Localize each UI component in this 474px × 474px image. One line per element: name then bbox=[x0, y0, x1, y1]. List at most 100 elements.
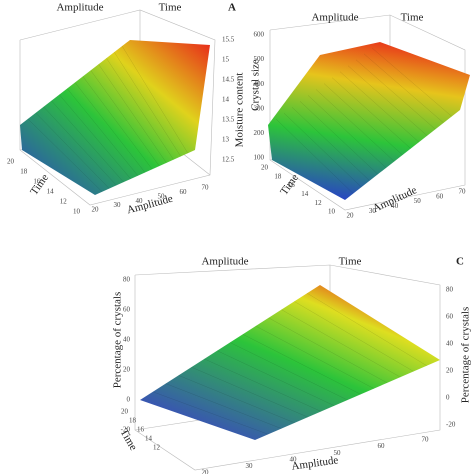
axis-label: Time bbox=[401, 12, 424, 24]
surface bbox=[268, 42, 470, 200]
mesh-line bbox=[191, 366, 308, 418]
tick-label: 15.5 bbox=[222, 36, 235, 44]
mesh-line bbox=[294, 301, 414, 372]
mesh-line bbox=[204, 358, 322, 412]
mesh-line bbox=[152, 391, 269, 435]
tick-label: 12 bbox=[315, 199, 323, 207]
mesh-line bbox=[268, 317, 388, 384]
tick-label: 14 bbox=[222, 96, 230, 104]
mesh-line bbox=[347, 65, 428, 136]
mesh-line bbox=[165, 383, 282, 429]
axis-label: Amplitude bbox=[201, 256, 248, 268]
axis-label: Moisture content bbox=[234, 73, 246, 148]
mesh-line bbox=[275, 118, 354, 194]
mesh-line bbox=[121, 45, 189, 154]
mesh-line bbox=[217, 350, 335, 406]
tick-label: 15 bbox=[222, 56, 230, 64]
tick-label: 14.5 bbox=[222, 76, 235, 84]
tick-label: 0 bbox=[446, 394, 450, 402]
mesh-line bbox=[363, 53, 444, 124]
panel-letter: C bbox=[456, 256, 464, 268]
axis-label: Time bbox=[159, 2, 182, 14]
panel-c: Amplitude Time C Percentage of crystals … bbox=[112, 256, 472, 473]
axis-label: Amplitude bbox=[126, 193, 175, 217]
tick-label: 12 bbox=[153, 444, 161, 452]
panel-b: Amplitude Time Crystal size Time Amplitu… bbox=[250, 12, 470, 215]
axis-label: Crystal size bbox=[250, 59, 262, 111]
mesh-line bbox=[74, 82, 146, 173]
tick-label: 70 bbox=[459, 188, 467, 196]
mesh-line bbox=[43, 106, 117, 186]
tick-label: 50 bbox=[414, 197, 422, 205]
tick-label: 13.5 bbox=[222, 116, 235, 124]
mesh-line bbox=[66, 88, 139, 176]
tick-label: 20 bbox=[92, 206, 100, 214]
mesh-line bbox=[281, 309, 401, 378]
mesh-line bbox=[106, 58, 174, 160]
tick-label: 13 bbox=[222, 136, 230, 144]
tick-label: 400 bbox=[254, 80, 265, 88]
tick-label: 14 bbox=[301, 190, 309, 198]
tick-label: 60 bbox=[446, 313, 454, 321]
axis-label: Percentage of crystals bbox=[112, 292, 124, 389]
tick-label: 16 bbox=[137, 426, 145, 434]
mesh-line bbox=[283, 112, 362, 188]
mesh-line bbox=[82, 76, 153, 170]
tick-label: 80 bbox=[446, 286, 454, 294]
tick-label: 18 bbox=[129, 417, 137, 425]
surface bbox=[140, 285, 440, 440]
tick-label: 14 bbox=[145, 435, 153, 443]
tick-label: 12.5 bbox=[222, 156, 235, 164]
tick-label: 200 bbox=[254, 129, 265, 137]
tick-label: 60 bbox=[436, 192, 444, 200]
tick-label: 30 bbox=[114, 201, 122, 209]
axis-label: Percentage of crystals bbox=[460, 307, 472, 404]
axis-label: Amplitude bbox=[56, 2, 103, 14]
tick-label: 16 bbox=[33, 178, 41, 186]
mesh-line bbox=[114, 52, 181, 157]
tick-label: 20 bbox=[121, 408, 129, 416]
tick-label: 10 bbox=[73, 208, 81, 216]
tick-label: 50 bbox=[158, 192, 166, 200]
tick-label: 30 bbox=[369, 207, 377, 215]
mesh-line bbox=[299, 101, 378, 175]
tick-label: 100 bbox=[254, 154, 265, 162]
axis-label: Amplitude bbox=[311, 12, 358, 24]
tick-label: 20 bbox=[261, 164, 269, 172]
mesh-line bbox=[307, 95, 387, 169]
mesh-line bbox=[229, 342, 348, 401]
tick-label: 20 bbox=[347, 212, 355, 220]
tick-label: 60 bbox=[123, 306, 131, 314]
tick-label: 20 bbox=[446, 367, 454, 375]
mesh-line bbox=[35, 112, 110, 189]
tick-label: 60 bbox=[378, 442, 386, 450]
mesh-line bbox=[98, 64, 167, 163]
surface bbox=[20, 40, 210, 195]
mesh-line bbox=[323, 83, 403, 156]
tick-label: 80 bbox=[123, 276, 131, 284]
tick-label: 300 bbox=[254, 104, 265, 112]
mesh-line bbox=[339, 71, 420, 143]
mesh-line bbox=[51, 100, 124, 183]
tick-label: 16 bbox=[288, 181, 296, 189]
mesh-line bbox=[242, 334, 361, 395]
tick-label: 20 bbox=[123, 366, 131, 374]
tick-label: 40 bbox=[391, 202, 399, 210]
mesh-line bbox=[371, 47, 452, 117]
mesh-line bbox=[355, 59, 436, 130]
tick-label: 12 bbox=[60, 198, 68, 206]
tick-label: 40 bbox=[290, 455, 298, 463]
panel-a: Amplitude Time A Moisture content Time A… bbox=[19, 2, 246, 217]
tick-label: -20 bbox=[446, 421, 456, 429]
tick-label: 60 bbox=[180, 188, 188, 196]
axis-label: Time bbox=[339, 256, 362, 268]
tick-label: 40 bbox=[136, 197, 144, 205]
tick-label: 18 bbox=[20, 168, 28, 176]
panel-letter: A bbox=[228, 2, 236, 14]
mesh-line bbox=[291, 107, 370, 181]
tick-label: 14 bbox=[47, 188, 55, 196]
axis-label: Amplitude bbox=[371, 184, 419, 215]
tick-label: 30 bbox=[246, 462, 254, 470]
mesh-line bbox=[27, 118, 103, 192]
